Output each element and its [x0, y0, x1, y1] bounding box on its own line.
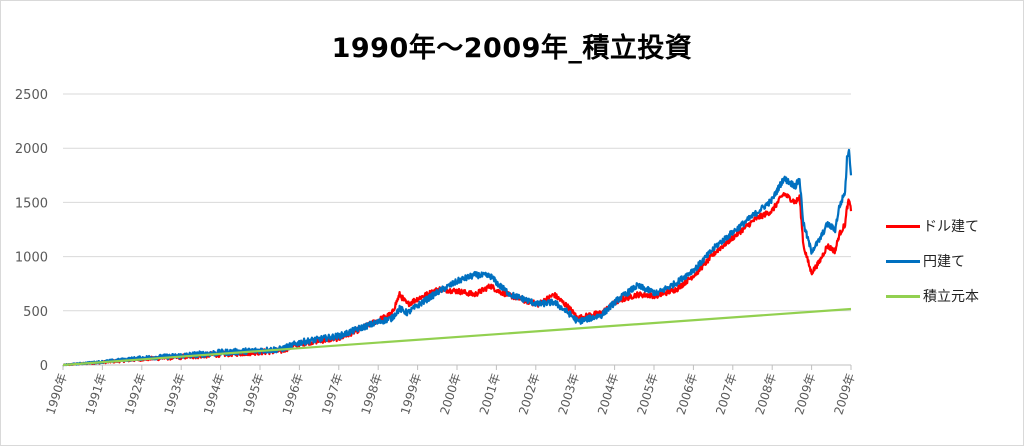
x-tick-label: 2006年 — [674, 372, 700, 417]
x-tick-label: 1993年 — [162, 372, 188, 417]
y-tick-label: 1500 — [15, 196, 48, 211]
legend-item-yen: 円建て — [884, 249, 1024, 284]
x-tick-label: 1991年 — [83, 372, 109, 417]
x-tick-label: 2005年 — [634, 372, 660, 417]
x-tick-label: 2001年 — [477, 372, 503, 417]
x-tick-label: 2003年 — [556, 372, 582, 417]
legend-label-principal: 積立元本 — [923, 289, 979, 305]
x-tick-label: 1990年 — [43, 372, 69, 417]
series-lines — [62, 148, 853, 367]
series-line-1 — [62, 148, 853, 367]
x-tick-label: 2008年 — [753, 372, 779, 417]
y-tick-label: 2500 — [15, 88, 48, 103]
legend: ドル建て 円建て 積立元本 — [884, 214, 1024, 319]
x-tick-label: 2000年 — [437, 372, 463, 417]
legend-swatch-yen — [886, 260, 920, 263]
x-tick-label: 1999年 — [398, 372, 424, 417]
x-tick-label: 2009年 — [792, 372, 818, 417]
legend-item-principal: 積立元本 — [884, 284, 1024, 319]
legend-item-dollar: ドル建て — [884, 214, 1024, 249]
x-tick-label: 2002年 — [516, 372, 542, 417]
series-line-0 — [62, 192, 853, 367]
y-tick-label: 0 — [40, 359, 48, 374]
x-tick-label: 2007年 — [713, 372, 739, 417]
y-tick-label: 2000 — [15, 142, 48, 157]
x-tick-label: 2004年 — [595, 372, 621, 417]
y-tick-label: 500 — [23, 305, 48, 320]
x-tick-label: 1996年 — [280, 372, 306, 417]
legend-label-yen: 円建て — [923, 254, 965, 270]
x-tick-label: 1998年 — [359, 372, 385, 417]
x-tick-label: 1992年 — [122, 372, 148, 417]
x-axis-tick-labels: 1990年 1991年 1992年 1993年 1994年 1995年 1996年 1997年… — [43, 372, 857, 417]
y-axis-tick-labels: 0 500 1000 1500 2000 2500 — [15, 88, 48, 374]
x-tick-label: 2009年 — [831, 372, 857, 417]
x-tick-label: 1994年 — [201, 372, 227, 417]
x-tick-label: 1995年 — [240, 372, 266, 417]
x-tick-label: 1997年 — [319, 372, 345, 417]
legend-label-dollar: ドル建て — [923, 219, 979, 235]
legend-swatch-principal — [886, 295, 920, 298]
chart-title: 1990年～2009年_積立投資 — [331, 33, 693, 64]
series-line-2 — [62, 307, 852, 367]
gridlines — [62, 93, 852, 370]
legend-swatch-dollar — [886, 225, 920, 228]
y-tick-label: 1000 — [15, 251, 48, 266]
